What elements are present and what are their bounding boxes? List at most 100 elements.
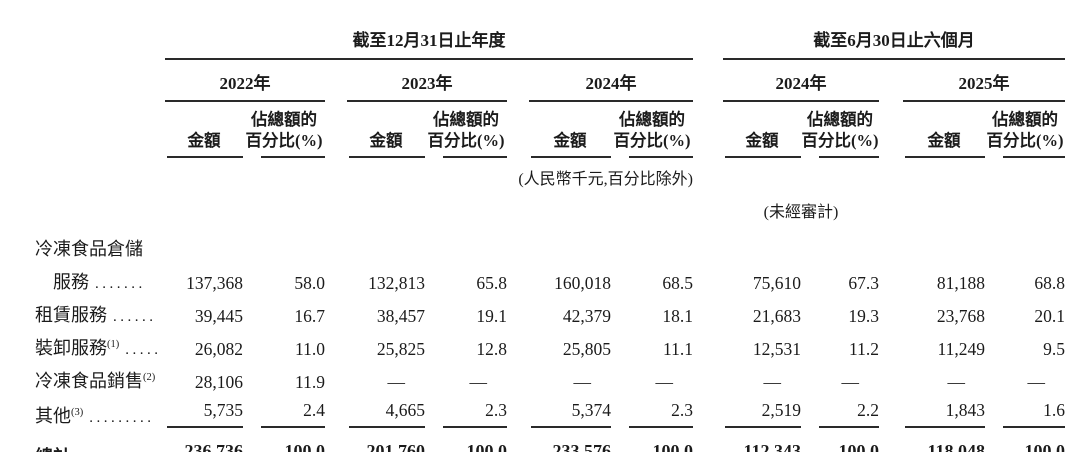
cell-value: 68.5 bbox=[662, 272, 693, 293]
col-header-percentage: 佔總額的 百分比(%) bbox=[243, 101, 325, 158]
dot-leader: .......... bbox=[77, 451, 150, 452]
header-rule bbox=[629, 155, 693, 158]
cell-value: 1,843 bbox=[945, 399, 985, 420]
cell-value: 1.6 bbox=[1043, 399, 1066, 420]
year-header-2022: 2022年 bbox=[165, 59, 325, 102]
cell-value: 20.1 bbox=[1034, 305, 1066, 326]
column-header-row: 金額 佔總額的 百分比(%) 金額 佔總額的 百分比(%) 金額 佔總額的 百分比(%… bbox=[35, 101, 1066, 158]
cell-value: 2.3 bbox=[485, 399, 507, 420]
table-row: 冷凍食品銷售(2) 28,106 11.9 — — — — — — — — bbox=[35, 360, 1065, 393]
table-row: 其他(3)......... 5,735 2.4 4,665 2.3 5,374… bbox=[35, 393, 1066, 428]
row-label: 其他 bbox=[35, 405, 71, 426]
cell-value: 68.8 bbox=[1034, 272, 1066, 293]
cell-value-total: 100.0 bbox=[838, 440, 880, 452]
subtotal-rule bbox=[531, 425, 611, 428]
row-label: 服務 bbox=[53, 271, 89, 292]
total-row: 總計.......... 236,736 100.0 201,760 100.0… bbox=[35, 428, 1065, 452]
cell-value: — bbox=[387, 371, 406, 392]
subtotal-rule bbox=[725, 425, 801, 428]
cell-value: 25,805 bbox=[562, 338, 611, 359]
cell-value: 2.4 bbox=[303, 399, 325, 420]
header-rule bbox=[261, 155, 325, 158]
header-rule bbox=[819, 155, 879, 158]
cell-value: 38,457 bbox=[376, 305, 425, 326]
year-header-2024-interim: 2024年 bbox=[723, 59, 879, 102]
table-row: 租賃服務...... 39,445 16.7 38,457 19.1 42,37… bbox=[35, 294, 1065, 327]
header-rule bbox=[349, 155, 425, 158]
cell-value: 160,018 bbox=[554, 272, 611, 293]
cell-value: 21,683 bbox=[752, 305, 801, 326]
cell-value: 42,379 bbox=[562, 305, 611, 326]
col-header-amount: 金額 bbox=[723, 101, 801, 158]
col-header-amount: 金額 bbox=[165, 101, 243, 158]
cell-value: 39,445 bbox=[194, 305, 243, 326]
footnote-ref: (1) bbox=[107, 338, 120, 350]
cell-value: 11.0 bbox=[295, 338, 325, 359]
section-header-interim: 截至6月30日止六個月 bbox=[723, 16, 1066, 60]
cell-value: 67.3 bbox=[848, 272, 879, 293]
unaudited-note: (未經審計) bbox=[763, 203, 839, 221]
dot-leader: ....... bbox=[95, 275, 146, 292]
cell-value: 132,813 bbox=[368, 272, 425, 293]
header-rule bbox=[167, 155, 243, 158]
cell-value: 5,735 bbox=[203, 399, 243, 420]
cell-value: 19.1 bbox=[476, 305, 507, 326]
dot-leader: ......... bbox=[89, 409, 155, 426]
col-header-amount: 金額 bbox=[903, 101, 985, 158]
cell-value: 16.7 bbox=[294, 305, 325, 326]
col-header-amount: 金額 bbox=[347, 101, 425, 158]
cell-value: 19.3 bbox=[848, 305, 879, 326]
header-rule bbox=[905, 155, 985, 158]
cell-value: — bbox=[1027, 371, 1046, 392]
subtotal-rule bbox=[167, 425, 243, 428]
subtotal-rule bbox=[349, 425, 425, 428]
header-rule bbox=[1003, 155, 1066, 158]
cell-value: 11,249 bbox=[937, 338, 985, 359]
cell-value: 2,519 bbox=[761, 399, 801, 420]
cell-value-total: 118,048 bbox=[927, 440, 985, 452]
header-rule bbox=[725, 155, 801, 158]
cell-value-total: 236,736 bbox=[184, 440, 244, 452]
cell-value-total: 100.0 bbox=[652, 440, 694, 452]
table-row: 服務....... 137,368 58.0 132,813 65.8 160,… bbox=[35, 261, 1065, 294]
cell-value: 137,368 bbox=[186, 272, 243, 293]
cell-value: 11.1 bbox=[663, 338, 693, 359]
row-label: 冷凍食品倉儲 bbox=[35, 238, 143, 259]
cell-value: 75,610 bbox=[752, 272, 801, 293]
year-header-2023: 2023年 bbox=[347, 59, 507, 102]
cell-value: 58.0 bbox=[294, 272, 325, 293]
cell-value: 25,825 bbox=[376, 338, 425, 359]
cell-value-total: 201,760 bbox=[366, 440, 426, 452]
cell-value: 23,768 bbox=[936, 305, 985, 326]
currency-note: (人民幣千元,百分比除外) bbox=[518, 170, 693, 188]
cell-value: — bbox=[655, 371, 674, 392]
cell-value: 2.3 bbox=[671, 399, 693, 420]
cell-value: 5,374 bbox=[571, 399, 611, 420]
cell-value-total: 112,343 bbox=[743, 440, 801, 452]
col-header-percentage: 佔總額的 百分比(%) bbox=[801, 101, 879, 158]
col-header-percentage: 佔總額的 百分比(%) bbox=[611, 101, 693, 158]
col-header-amount: 金額 bbox=[529, 101, 611, 158]
cell-value: 12.8 bbox=[476, 338, 507, 359]
cell-value-total: 100.0 bbox=[466, 440, 508, 452]
cell-value: 2.2 bbox=[857, 399, 879, 420]
cell-value: 4,665 bbox=[385, 399, 425, 420]
cell-value-total: 233,576 bbox=[552, 440, 612, 452]
cell-value: 11.2 bbox=[849, 338, 879, 359]
col-header-percentage: 佔總額的 百分比(%) bbox=[425, 101, 507, 158]
subtotal-rule bbox=[819, 425, 879, 428]
currency-note-row: (人民幣千元,百分比除外) bbox=[35, 158, 1065, 189]
row-label-total: 總計 bbox=[35, 447, 71, 452]
cell-value: — bbox=[947, 371, 966, 392]
cell-value: 11.9 bbox=[295, 371, 325, 392]
cell-value: — bbox=[763, 371, 782, 392]
cell-value: 28,106 bbox=[194, 371, 243, 392]
cell-value-total: 100.0 bbox=[284, 440, 326, 452]
year-header-2024: 2024年 bbox=[529, 59, 693, 102]
table-row: 裝卸服務(1)..... 26,082 11.0 25,825 12.8 25,… bbox=[35, 327, 1065, 360]
section-header-row: 截至12月31日止年度 截至6月30日止六個月 bbox=[35, 16, 1066, 60]
cell-value: 65.8 bbox=[476, 272, 507, 293]
table-row: 冷凍食品倉儲 bbox=[35, 222, 1065, 261]
cell-value: 26,082 bbox=[194, 338, 243, 359]
